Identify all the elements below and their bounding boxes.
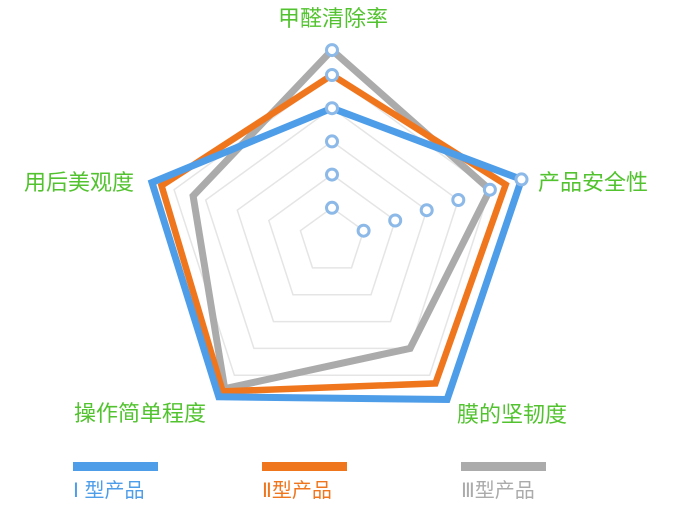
axis-tick-circle bbox=[388, 213, 403, 228]
legend-label-type2: Ⅱ型产品 bbox=[262, 480, 332, 502]
axis-label-formaldehyde-removal: 甲醛清除率 bbox=[277, 6, 389, 31]
grid-ring-3 bbox=[236, 140, 428, 323]
axis-tick-circle bbox=[325, 68, 339, 82]
legend-item-type1[interactable]: Ⅰ 型产品 bbox=[73, 462, 193, 503]
grid-ring-5 bbox=[173, 74, 491, 377]
axis-tick-circle bbox=[356, 223, 371, 238]
axis-tick-circle bbox=[514, 172, 529, 187]
grid-ring-2 bbox=[267, 173, 397, 296]
series-polygon-type2 bbox=[157, 71, 510, 395]
grid-ring-1 bbox=[299, 206, 365, 269]
series-polygon-type1 bbox=[147, 104, 526, 404]
legend-item-type3[interactable]: Ⅲ型产品 bbox=[461, 462, 581, 503]
axis-tick-circle bbox=[325, 200, 339, 215]
axis-tick-circle bbox=[325, 43, 339, 58]
axis-tick-circle bbox=[325, 134, 339, 149]
axis-label-product-safety: 产品安全性 bbox=[538, 170, 649, 195]
legend-swatch-type1 bbox=[73, 462, 158, 471]
legend-swatch-type3 bbox=[461, 462, 546, 471]
grid-ring-4 bbox=[204, 107, 460, 350]
axis-label-film-toughness: 膜的坚韧度 bbox=[457, 402, 568, 427]
axis-tick-circle bbox=[482, 182, 497, 197]
legend-item-type2[interactable]: Ⅱ型产品 bbox=[262, 462, 382, 503]
axis-label-operation-simplicity: 操作简单程度 bbox=[74, 401, 207, 426]
legend-label-type3: Ⅲ型产品 bbox=[461, 480, 535, 502]
legend-swatch-type2 bbox=[262, 462, 347, 471]
series-polygon-type3 bbox=[189, 45, 495, 393]
axis-tick-circle bbox=[451, 193, 466, 207]
axis-tick-circle bbox=[325, 167, 339, 182]
axis-label-post-use-aesthetics: 用后美观度 bbox=[24, 170, 135, 195]
axis-tick-circle bbox=[325, 101, 339, 116]
axis-tick-circle bbox=[419, 203, 434, 218]
legend-label-type1: Ⅰ 型产品 bbox=[73, 480, 145, 502]
